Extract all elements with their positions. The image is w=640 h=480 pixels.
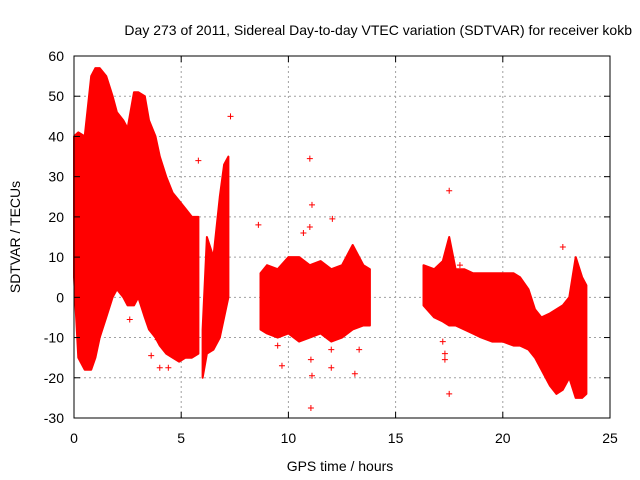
y-axis-title: SDTVAR / TECUs: [7, 181, 23, 293]
x-axis-title: GPS time / hours: [287, 458, 394, 474]
data-point: [300, 229, 307, 236]
data-point: [274, 342, 281, 349]
axis-ticks: [73, 55, 611, 419]
data-point: [255, 221, 262, 228]
y-tick-label: -20: [44, 370, 64, 386]
x-tick-label: 0: [70, 430, 78, 446]
data-point: [278, 362, 285, 369]
series-band: [259, 244, 371, 343]
y-tick-label: 30: [48, 169, 64, 185]
series-band: [201, 155, 230, 379]
data-point: [446, 187, 453, 194]
data-point: [126, 316, 133, 323]
plot-frame: [73, 55, 611, 419]
data-point: [165, 364, 172, 371]
data-point: [446, 390, 453, 397]
data-point: [306, 223, 313, 230]
series-band: [73, 67, 200, 371]
y-tick-label: 60: [48, 48, 64, 64]
data-point: [568, 366, 575, 373]
y-tick-label: 40: [48, 128, 64, 144]
series-bands: [73, 67, 588, 399]
chart-title: Day 273 of 2011, Sidereal Day-to-day VTE…: [124, 22, 632, 38]
data-point: [307, 404, 314, 411]
y-tick-label: 10: [48, 249, 64, 265]
data-point: [456, 262, 463, 269]
y-tick-label: -30: [44, 410, 64, 426]
data-point: [351, 370, 358, 377]
y-tick-labels: -30 -20 -10 0 10 20 30 40 50 60: [44, 48, 64, 426]
data-point: [156, 364, 163, 371]
data-point: [154, 336, 161, 343]
data-point: [329, 215, 336, 222]
data-point: [308, 372, 315, 379]
data-point: [356, 346, 363, 353]
data-point: [441, 350, 448, 357]
series-points: [126, 113, 575, 411]
x-tick-labels: 0 5 10 15 20 25: [70, 430, 618, 446]
series-band: [422, 236, 588, 399]
x-tick-label: 20: [495, 430, 511, 446]
data-point: [441, 356, 448, 363]
data-point: [559, 244, 566, 251]
data-point: [439, 338, 446, 345]
y-tick-label: 0: [56, 289, 64, 305]
x-tick-label: 5: [177, 430, 185, 446]
y-tick-label: -10: [44, 330, 64, 346]
data-point: [328, 346, 335, 353]
y-tick-label: 20: [48, 209, 64, 225]
x-tick-label: 10: [281, 430, 297, 446]
data-point: [195, 157, 202, 164]
data-point: [227, 113, 234, 120]
data-point: [328, 364, 335, 371]
x-tick-label: 15: [388, 430, 404, 446]
y-tick-label: 50: [48, 88, 64, 104]
x-tick-label: 25: [602, 430, 618, 446]
data-point: [306, 155, 313, 162]
data-point: [308, 201, 315, 208]
data-point: [307, 356, 314, 363]
data-point: [148, 352, 155, 359]
